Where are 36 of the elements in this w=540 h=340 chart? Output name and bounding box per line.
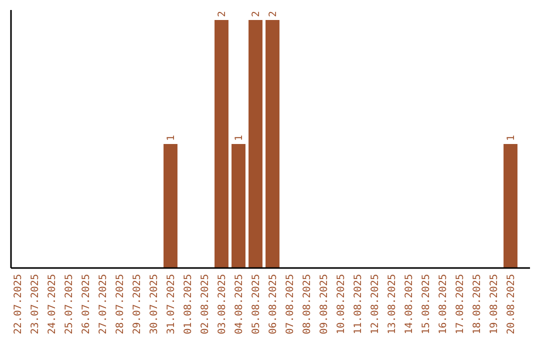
x-tick-label: 16.08.2025	[438, 274, 449, 334]
x-tick-label: 07.08.2025	[285, 274, 296, 334]
x-tick-label: 08.08.2025	[302, 274, 313, 334]
x-tick-label: 11.08.2025	[353, 274, 364, 334]
x-tick-label: 06.08.2025	[268, 274, 279, 334]
x-tick-label: 25.07.2025	[64, 274, 75, 334]
x-tick-label: 18.08.2025	[472, 274, 483, 334]
x-tick-label: 28.07.2025	[115, 274, 126, 334]
x-tick-label: 30.07.2025	[149, 274, 160, 334]
x-tick-label: 01.08.2025	[183, 274, 194, 334]
x-tick-label: 12.08.2025	[370, 274, 381, 334]
x-tick-label: 20.08.2025	[506, 274, 517, 334]
x-tick-label: 31.07.2025	[166, 274, 177, 334]
x-tick-label: 02.08.2025	[200, 274, 211, 334]
x-tick-label: 26.07.2025	[81, 274, 92, 334]
data-label: 1	[506, 134, 517, 141]
x-tick-label: 05.08.2025	[251, 274, 262, 334]
data-label: 2	[217, 10, 228, 17]
x-tick-label: 13.08.2025	[387, 274, 398, 334]
data-label: 2	[251, 10, 262, 17]
x-tick-label: 03.08.2025	[217, 274, 228, 334]
x-tick-label: 27.07.2025	[98, 274, 109, 334]
x-tick-label: 23.07.2025	[30, 274, 41, 334]
x-tick-label: 09.08.2025	[319, 274, 330, 334]
x-tick-label: 15.08.2025	[421, 274, 432, 334]
data-label: 1	[166, 134, 177, 141]
x-tick-label: 19.08.2025	[489, 274, 500, 334]
x-tick-label: 17.08.2025	[455, 274, 466, 334]
data-label: 2	[268, 10, 279, 17]
x-tick-label: 22.07.2025	[13, 274, 24, 334]
x-tick-label: 24.07.2025	[47, 274, 58, 334]
x-tick-label: 29.07.2025	[132, 274, 143, 334]
x-tick-label: 04.08.2025	[234, 274, 245, 334]
x-tick-label: 14.08.2025	[404, 274, 415, 334]
data-label: 1	[234, 134, 245, 141]
x-tick-label: 10.08.2025	[336, 274, 347, 334]
